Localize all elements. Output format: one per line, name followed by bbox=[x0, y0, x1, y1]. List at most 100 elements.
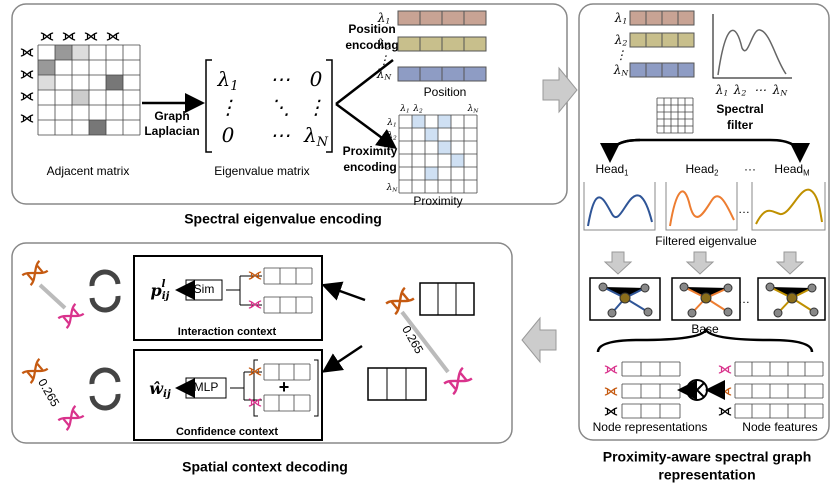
flow-arrow bbox=[521, 316, 557, 364]
math-base: λ bbox=[772, 83, 781, 97]
math-sub: N bbox=[472, 108, 479, 114]
context-box bbox=[133, 255, 323, 341]
math-label: λN bbox=[613, 63, 630, 78]
math-base: λ bbox=[467, 104, 474, 114]
spectrum-curve bbox=[717, 29, 787, 76]
arrow bbox=[321, 344, 363, 373]
panel-title: Proximity-aware spectral graph bbox=[603, 449, 812, 465]
math-label: λ2 bbox=[377, 37, 391, 52]
label: Proximity bbox=[413, 194, 462, 208]
label: Laplacian bbox=[144, 124, 199, 138]
math-label: λ1 bbox=[377, 11, 391, 26]
math-base: ⋯ bbox=[270, 123, 290, 147]
math-base: ⋱ bbox=[270, 95, 290, 119]
filter-grid bbox=[656, 97, 694, 134]
math-base: ⋯ bbox=[270, 67, 290, 91]
label: Confidence context bbox=[176, 426, 278, 438]
node-tables bbox=[604, 361, 824, 419]
encoding-cell bbox=[419, 66, 443, 82]
flow-arrow bbox=[603, 251, 805, 275]
panel-title: representation bbox=[658, 467, 755, 483]
encoding-cell bbox=[629, 62, 647, 78]
math-label: λ1 bbox=[614, 11, 628, 26]
math-sub: N bbox=[620, 69, 629, 78]
math-base: Head bbox=[595, 162, 624, 176]
pair-bars bbox=[386, 283, 457, 400]
math-label: λ1 bbox=[715, 83, 729, 98]
math-label: λ1 bbox=[386, 118, 396, 129]
math-base: p bbox=[151, 281, 162, 300]
arrow bbox=[600, 138, 641, 163]
math-label: ··· bbox=[744, 162, 756, 176]
math-base: λ bbox=[217, 67, 231, 91]
math-base: λ bbox=[715, 83, 724, 97]
math-sub: 2 bbox=[384, 43, 390, 52]
math-base: λ bbox=[412, 104, 419, 114]
math-sup: l bbox=[161, 278, 165, 290]
label: filter bbox=[727, 118, 753, 132]
label: MLP bbox=[194, 380, 219, 394]
math-label: ⋮ bbox=[306, 95, 326, 119]
math-base: λ bbox=[614, 33, 623, 47]
math-label: pijl bbox=[151, 278, 170, 302]
math-base: λ bbox=[377, 11, 386, 25]
encoding-cell bbox=[677, 62, 695, 78]
math-sub: 2 bbox=[740, 89, 746, 98]
math-label: ⋯ bbox=[270, 123, 290, 147]
math-base: λ bbox=[386, 183, 393, 193]
panel-title: Spectral eigenvalue encoding bbox=[184, 211, 382, 227]
distance-line bbox=[400, 310, 450, 374]
math-label: λN bbox=[376, 67, 393, 82]
math-label: HeadM bbox=[774, 162, 809, 177]
label: encoding bbox=[343, 160, 396, 174]
math-sub: 1 bbox=[624, 169, 628, 178]
panel bbox=[578, 3, 830, 441]
arrow bbox=[335, 59, 393, 146]
math-base: λ bbox=[377, 37, 386, 51]
encoding-cell bbox=[419, 10, 443, 26]
encoding-cell bbox=[463, 36, 487, 52]
dots: … bbox=[738, 292, 750, 306]
distance-line bbox=[38, 283, 67, 310]
math-base: ⋯ bbox=[754, 83, 766, 97]
math-label: λ1 bbox=[399, 104, 409, 115]
math-sub: 2 bbox=[392, 135, 397, 141]
flow-arrow bbox=[542, 66, 578, 114]
math-label: λ1 bbox=[217, 67, 239, 94]
label: Spectral bbox=[716, 102, 763, 116]
label: Graph bbox=[154, 109, 189, 123]
pair-tables bbox=[226, 267, 319, 417]
label: Position bbox=[348, 22, 395, 36]
encoding-cell bbox=[441, 10, 465, 26]
math-sub: 1 bbox=[622, 17, 627, 26]
math-label: Head2 bbox=[685, 162, 718, 177]
label: Node features bbox=[742, 420, 817, 434]
encoding-cell bbox=[629, 10, 647, 26]
math-label: λN bbox=[386, 183, 399, 194]
math-base: λ bbox=[303, 123, 317, 147]
math-sub: 2 bbox=[621, 39, 627, 48]
adjacent-matrix bbox=[20, 32, 141, 136]
bracket bbox=[205, 59, 333, 153]
math-label: λN bbox=[303, 123, 329, 150]
panel-title: Spatial context decoding bbox=[182, 459, 348, 475]
encoding-cell bbox=[677, 10, 695, 26]
math-label: ⋮ bbox=[218, 95, 238, 119]
math-sub: 2 bbox=[714, 169, 718, 178]
math-sub: ij bbox=[163, 388, 171, 400]
proximity-grid bbox=[398, 114, 478, 194]
math-base: λ bbox=[613, 63, 622, 77]
math-label: ⋱ bbox=[270, 95, 290, 119]
encoding-cell bbox=[661, 10, 679, 26]
math-sub: 1 bbox=[230, 79, 238, 94]
math-base: λ bbox=[399, 104, 406, 114]
math-sub: 1 bbox=[385, 17, 390, 26]
math-label: λN bbox=[467, 104, 480, 115]
label: Eigenvalue matrix bbox=[214, 164, 309, 178]
math-label: λN bbox=[772, 83, 789, 98]
label: Adjacent matrix bbox=[47, 164, 130, 178]
math-label: ⋮ bbox=[615, 48, 627, 62]
math-base: 0 bbox=[310, 67, 323, 91]
plus: + bbox=[279, 377, 290, 397]
